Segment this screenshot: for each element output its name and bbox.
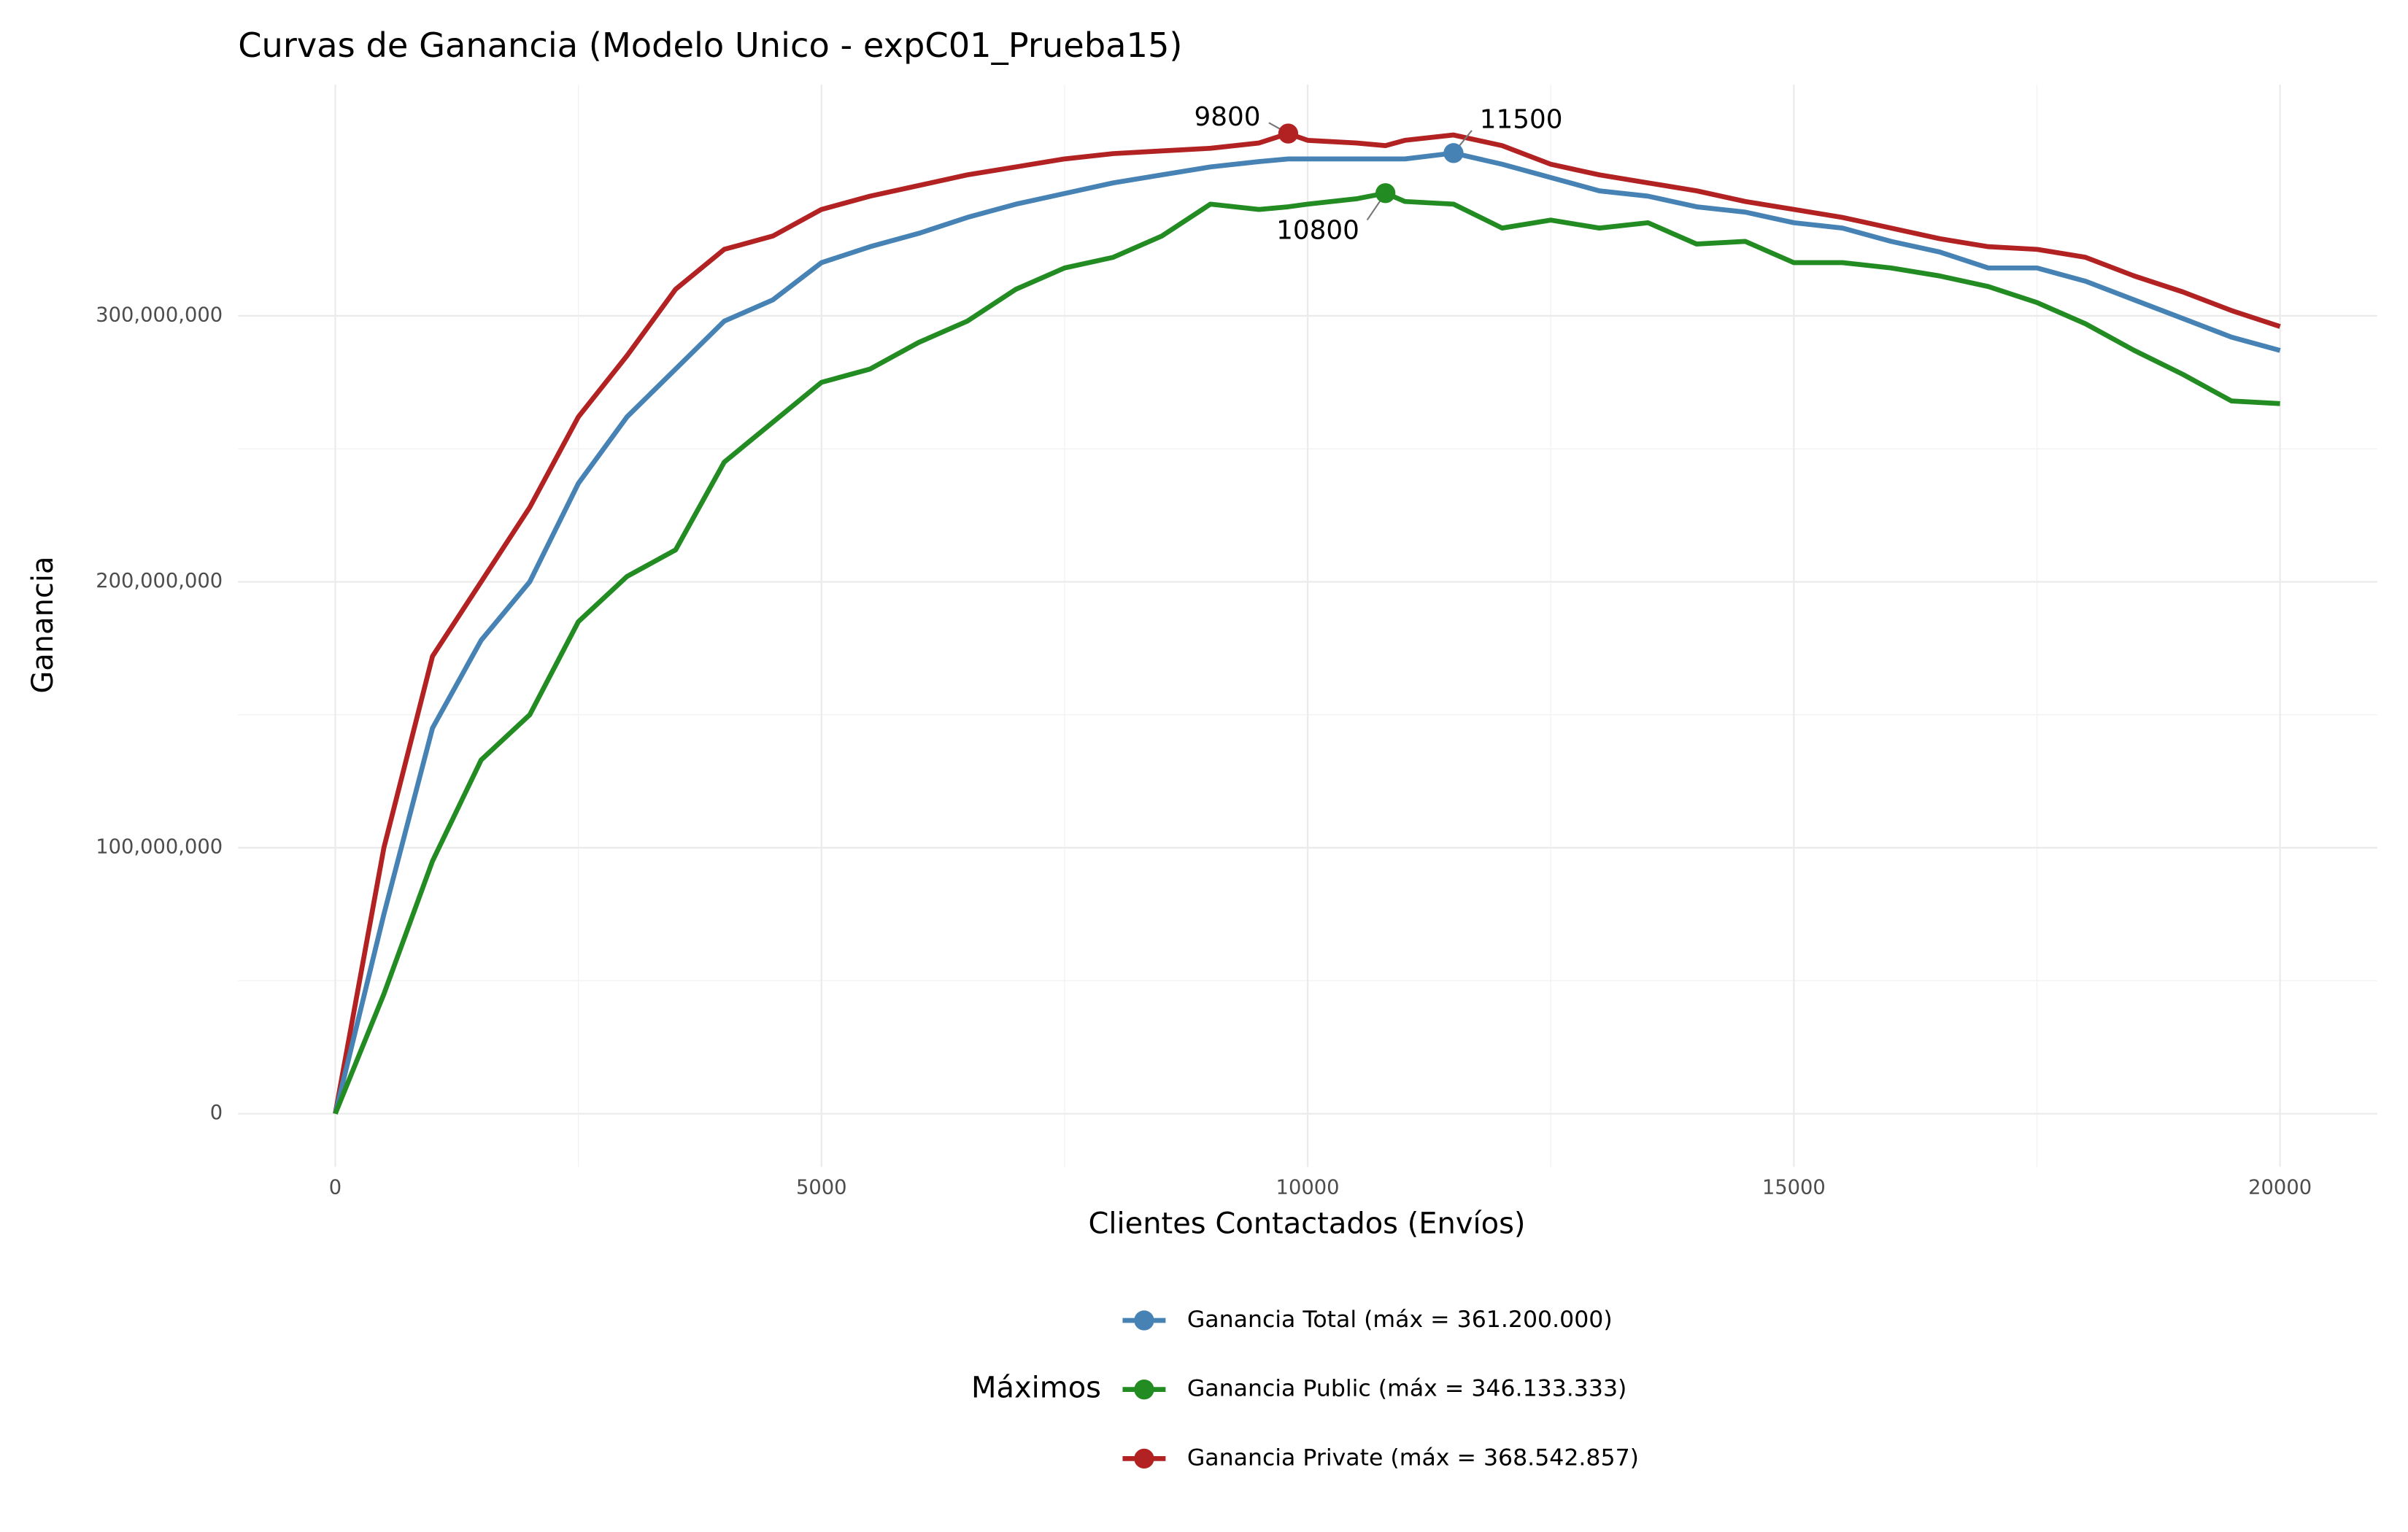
y-tick-label: 200,000,000 [96,570,223,592]
chart-title: Curvas de Ganancia (Modelo Unico - expC0… [238,26,1182,65]
x-tick-label: 10000 [1276,1176,1340,1199]
legend-title: Máximos [971,1372,1101,1405]
max-point [1278,123,1299,144]
max-label: 9800 [1194,102,1260,132]
grid [238,84,2377,1167]
legend-swatch-dot [1134,1379,1154,1400]
legend-swatch-dot [1134,1448,1154,1469]
max-point [1375,183,1396,204]
x-tick-label: 20000 [2248,1176,2312,1199]
max-label: 10800 [1276,215,1359,245]
y-tick-label: 0 [210,1102,223,1124]
legend-label: Ganancia Total (máx = 361.200.000) [1187,1307,1613,1333]
series-line [333,190,2280,1115]
y-axis-label: Ganancia [26,556,60,693]
max-point [1443,143,1464,163]
y-tick-label: 100,000,000 [96,836,223,859]
series-line [333,131,2281,1115]
legend-label: Ganancia Public (máx = 346.133.333) [1187,1376,1627,1402]
x-tick-label: 5000 [796,1176,847,1199]
legend-label: Ganancia Private (máx = 368.542.857) [1187,1444,1639,1471]
y-tick-label: 300,000,000 [96,303,223,326]
max-label: 11500 [1480,105,1563,135]
x-tick-label: 0 [329,1176,341,1199]
x-axis-label: Clientes Contactados (Envíos) [1089,1207,1526,1240]
legend-swatch-dot [1134,1310,1154,1331]
x-tick-label: 15000 [1762,1176,1826,1199]
series-line [333,150,2281,1115]
